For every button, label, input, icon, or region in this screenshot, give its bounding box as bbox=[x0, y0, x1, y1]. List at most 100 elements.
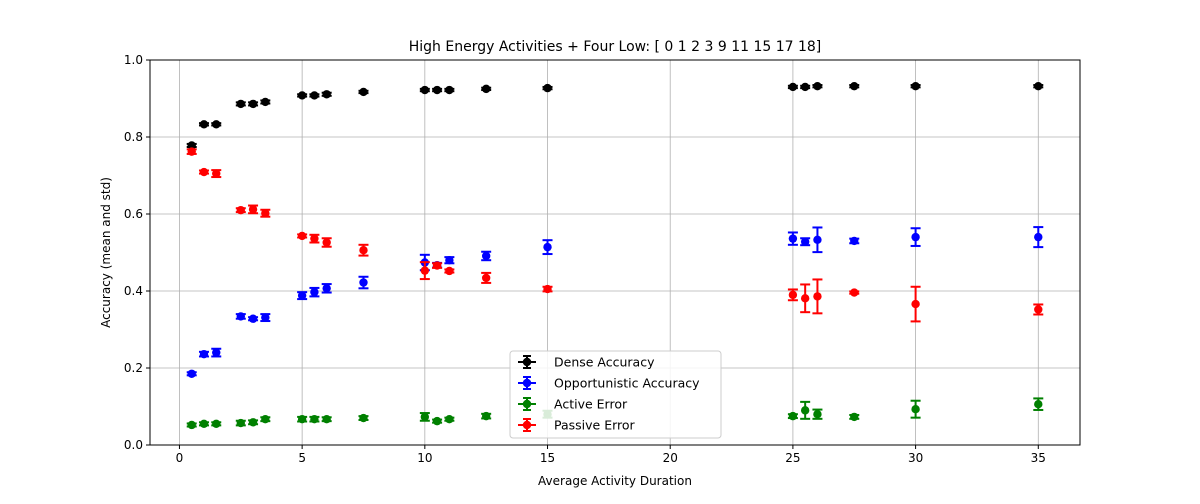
legend-label: Opportunistic Accuracy bbox=[554, 376, 700, 391]
series-dense-accuracy bbox=[186, 81, 1044, 150]
legend-label: Dense Accuracy bbox=[554, 355, 655, 370]
legend-marker bbox=[522, 357, 532, 367]
legend-item: Dense Accuracy bbox=[518, 355, 655, 370]
legend-marker bbox=[522, 420, 532, 430]
data-point bbox=[813, 235, 822, 244]
data-point bbox=[850, 412, 859, 422]
data-point bbox=[481, 273, 491, 283]
chart-title: High Energy Activities + Four Low: [ 0 1… bbox=[409, 39, 822, 55]
data-point bbox=[212, 348, 221, 357]
x-tick-label: 35 bbox=[1031, 451, 1046, 465]
series-opportunistic-accuracy bbox=[186, 226, 1044, 378]
data-point bbox=[199, 349, 209, 359]
series-passive-error bbox=[186, 147, 1044, 323]
data-point bbox=[322, 90, 331, 99]
data-point bbox=[420, 412, 430, 422]
x-tick-label: 30 bbox=[908, 451, 923, 465]
data-point bbox=[322, 238, 331, 247]
data-point bbox=[1034, 399, 1043, 409]
legend-marker bbox=[522, 399, 532, 409]
y-tick-label: 1.0 bbox=[124, 53, 143, 67]
data-point bbox=[813, 81, 822, 91]
data-point bbox=[800, 294, 810, 303]
data-point bbox=[359, 413, 368, 423]
data-point bbox=[236, 99, 245, 109]
data-point bbox=[187, 147, 196, 156]
x-tick-label: 15 bbox=[540, 451, 555, 465]
legend-item: Active Error bbox=[518, 397, 628, 412]
x-tick-label: 20 bbox=[663, 451, 678, 465]
y-tick-label: 0.2 bbox=[124, 361, 143, 375]
data-point bbox=[543, 284, 552, 294]
data-point bbox=[432, 261, 442, 270]
data-point bbox=[481, 84, 491, 94]
data-point bbox=[322, 284, 331, 293]
y-tick-label: 0.4 bbox=[124, 284, 143, 298]
data-point bbox=[261, 97, 270, 107]
data-point bbox=[445, 415, 454, 424]
data-point bbox=[310, 234, 319, 243]
data-point bbox=[850, 288, 859, 297]
data-point bbox=[788, 234, 798, 243]
data-point bbox=[445, 85, 454, 95]
legend-label: Active Error bbox=[554, 397, 628, 412]
plot-frame bbox=[149, 59, 1081, 446]
legend: Dense Accuracy Opportunistic Accuracy Acti… bbox=[509, 350, 722, 439]
data-point bbox=[543, 242, 552, 252]
data-point bbox=[1034, 81, 1043, 91]
legend-box bbox=[509, 350, 722, 439]
y-tick-label: 0.0 bbox=[124, 438, 143, 452]
data-point bbox=[236, 418, 245, 428]
x-tick-label: 0 bbox=[176, 451, 184, 465]
axis-ticks: 0 5 10 15 20 25 30 35 0.0 0.2 0.4 0.6 0.8 1.0 bbox=[124, 53, 1046, 465]
data-point bbox=[800, 82, 810, 92]
data-point bbox=[481, 251, 491, 261]
data-point bbox=[297, 231, 307, 241]
data-point bbox=[543, 83, 552, 93]
data-point bbox=[297, 91, 307, 100]
x-axis-label: Average Activity Duration bbox=[538, 474, 692, 488]
data-point bbox=[236, 205, 245, 215]
data-point bbox=[788, 411, 798, 421]
data-point bbox=[481, 411, 491, 421]
data-point bbox=[248, 418, 258, 427]
data-point bbox=[359, 87, 368, 97]
data-point bbox=[187, 141, 196, 150]
data-point bbox=[800, 406, 810, 415]
data-point bbox=[445, 266, 454, 276]
x-tick-label: 5 bbox=[298, 451, 306, 465]
data-point bbox=[248, 314, 258, 323]
data-point bbox=[236, 312, 245, 321]
data-point bbox=[248, 99, 258, 109]
data-point bbox=[420, 85, 430, 95]
data-point bbox=[199, 419, 209, 429]
data-point bbox=[310, 287, 319, 297]
data-point bbox=[310, 91, 319, 100]
data-point bbox=[813, 292, 822, 301]
data-point bbox=[322, 415, 331, 424]
data-point bbox=[261, 415, 270, 424]
data-point bbox=[297, 415, 307, 424]
data-point bbox=[911, 232, 920, 242]
data-point bbox=[199, 167, 209, 177]
data-point bbox=[310, 415, 319, 424]
data-point bbox=[420, 266, 430, 275]
legend-item: Passive Error bbox=[518, 418, 636, 433]
data-point bbox=[187, 420, 196, 430]
data-point bbox=[359, 278, 368, 287]
data-point bbox=[850, 81, 859, 91]
x-tick-label: 25 bbox=[785, 451, 800, 465]
data-point bbox=[432, 416, 442, 426]
data-point bbox=[1034, 232, 1043, 242]
data-point bbox=[297, 291, 307, 300]
data-point bbox=[248, 205, 258, 214]
y-axis-label: Accuracy (mean and std) bbox=[99, 177, 113, 328]
data-point bbox=[911, 404, 920, 414]
data-point bbox=[1034, 305, 1043, 314]
data-point bbox=[199, 120, 209, 129]
data-point bbox=[788, 82, 798, 92]
data-point bbox=[212, 419, 221, 429]
y-tick-label: 0.6 bbox=[124, 207, 143, 221]
